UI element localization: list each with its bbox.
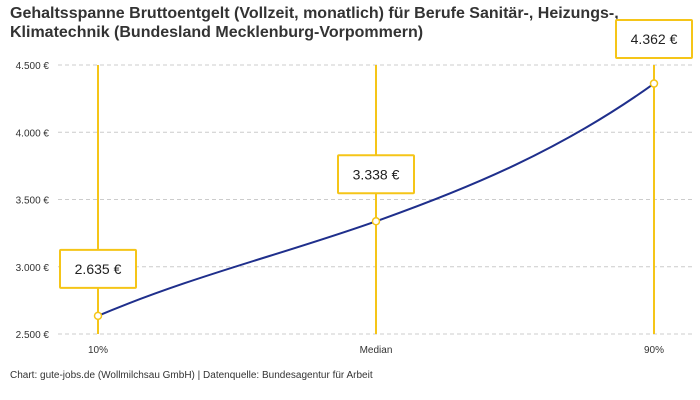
data-points [93, 79, 659, 321]
data-point-1 [371, 217, 381, 226]
x-tick-label: 90% [644, 345, 664, 356]
y-tick-label: 4.000 € [16, 128, 50, 139]
y-tick-label: 2.500 € [16, 330, 50, 341]
y-tick-label: 4.500 € [16, 61, 50, 72]
y-tick-label: 3.500 € [16, 196, 50, 207]
value-label-1: 3.338 € [337, 154, 415, 195]
marker-lines [97, 65, 655, 334]
data-labels: 2.635 € 3.338 € 4.362 € [59, 19, 693, 289]
value-label-box [59, 248, 137, 289]
value-label-0: 2.635 € [59, 248, 137, 289]
data-point-2 [649, 79, 659, 88]
chart-credit: Chart: gute-jobs.de (Wollmilchsau GmbH) … [10, 370, 373, 381]
value-label-box [615, 19, 693, 59]
x-tick-label: Median [360, 345, 393, 356]
x-tick-label: 10% [88, 345, 108, 356]
y-axis-ticks: 2.500 € 3.000 € 3.500 € 4.000 € 4.500 € [16, 61, 50, 341]
data-point-0 [93, 311, 103, 321]
value-label-text: 4.362 € [631, 31, 678, 47]
value-label-text: 3.338 € [353, 166, 400, 182]
chart-title: Gehaltsspanne Bruttoentgelt (Vollzeit, m… [10, 5, 619, 41]
value-label-box [337, 154, 415, 195]
x-axis-ticks: 10% Median 90% [88, 345, 664, 356]
value-label-2: 4.362 € [615, 19, 693, 59]
y-tick-label: 3.000 € [16, 263, 50, 274]
value-label-text: 2.635 € [75, 261, 122, 277]
